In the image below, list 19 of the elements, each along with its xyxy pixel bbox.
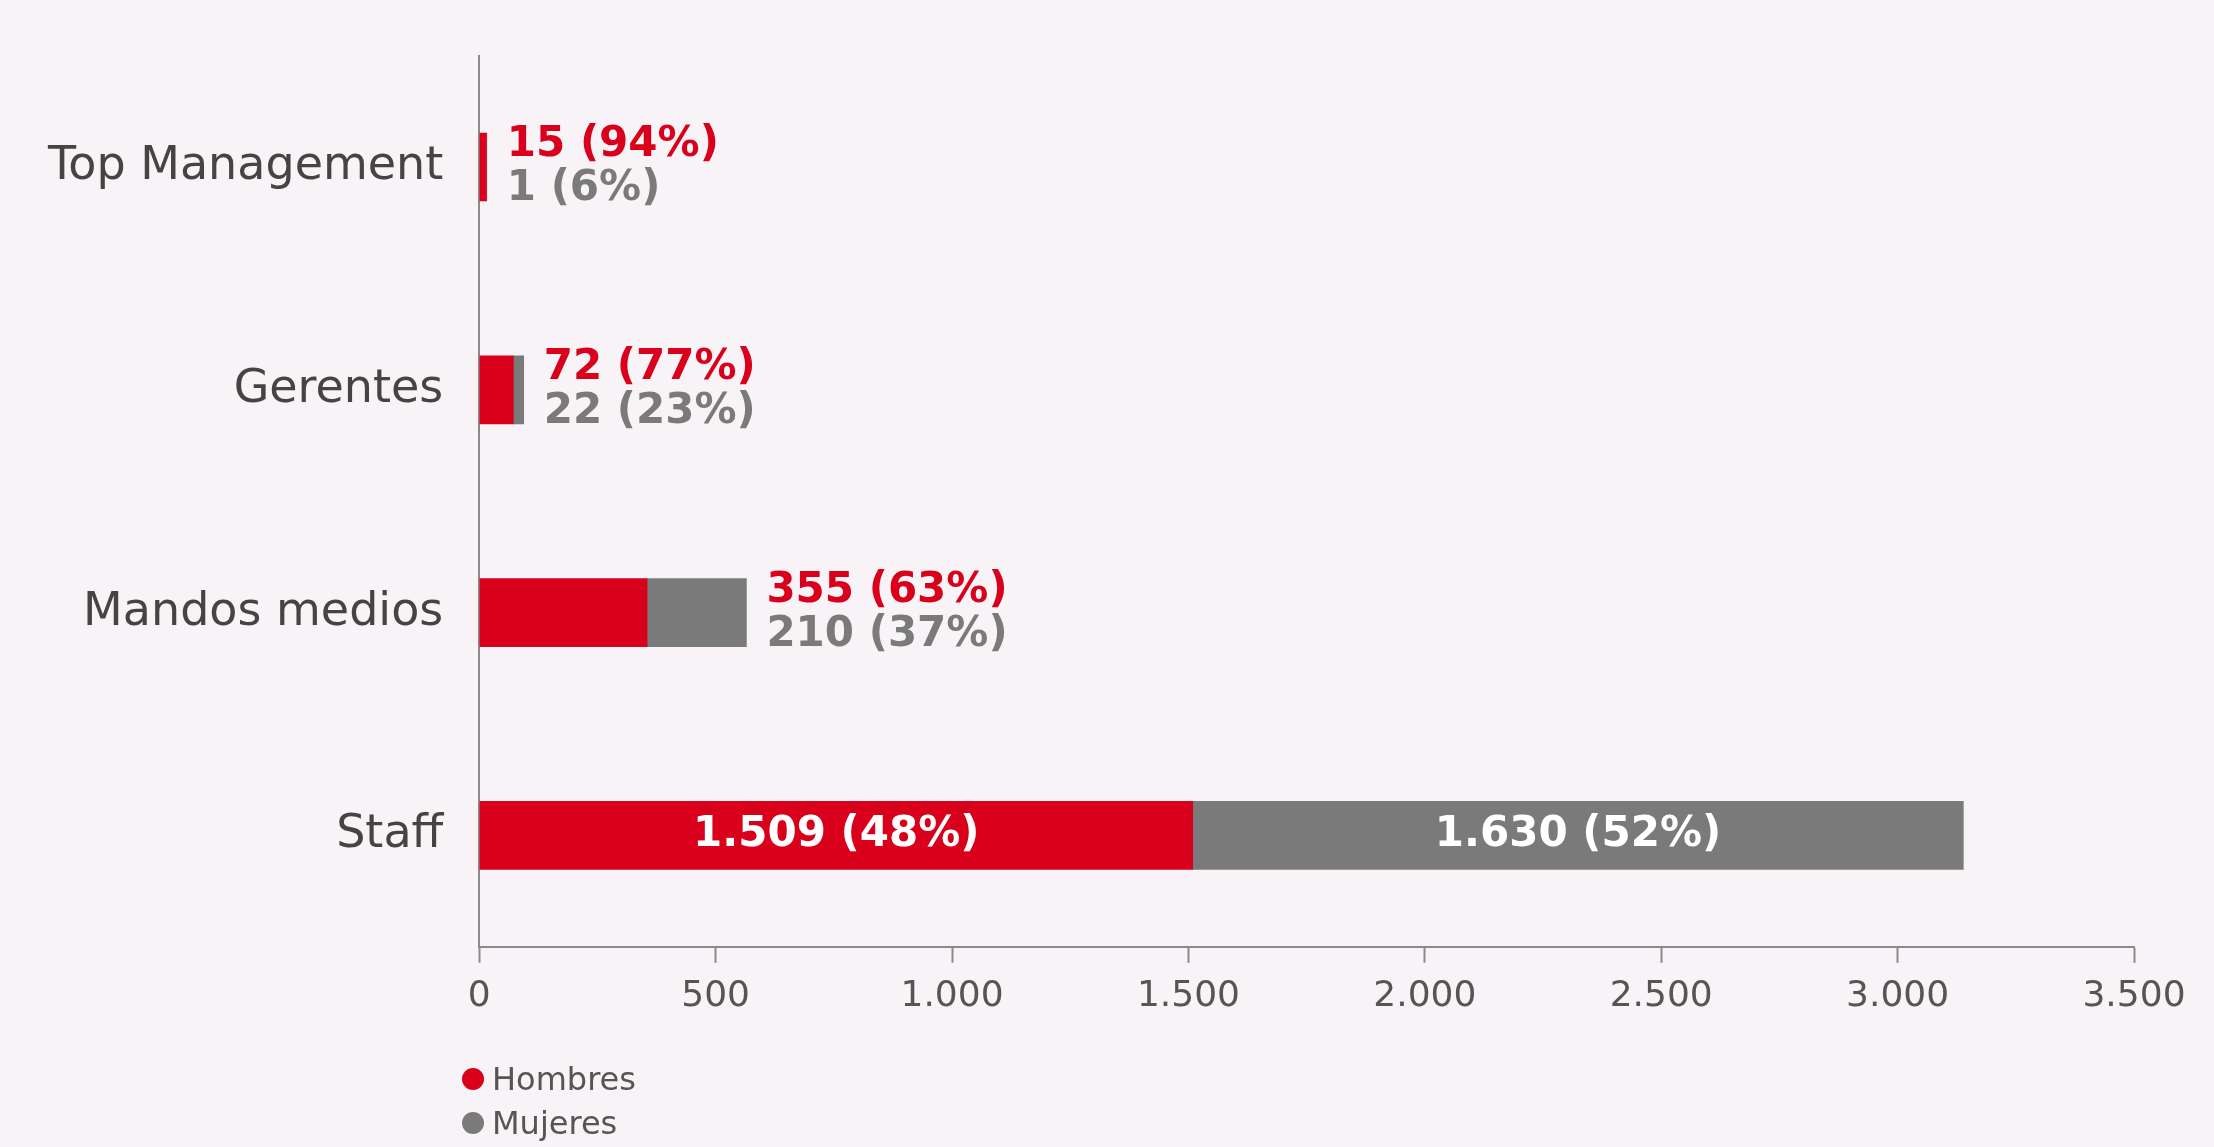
y-tick-label: Staff [336, 804, 445, 859]
y-tick-label: Top Management [46, 135, 444, 190]
y-tick-label: Mandos medios [83, 581, 444, 636]
x-tick-label: 1.000 [900, 972, 1004, 1014]
data-label: 355 (63%) [766, 562, 1008, 612]
x-tick-label: 3.000 [1846, 972, 1950, 1014]
x-tick-label: 2.500 [1609, 972, 1713, 1014]
x-tick-label: 3.500 [2082, 972, 2186, 1014]
x-tick-label: 500 [681, 972, 751, 1014]
x-tick-label: 0 [467, 972, 491, 1014]
x-tick-label: 1.500 [1136, 972, 1240, 1014]
legend-label: Hombres [492, 1060, 636, 1098]
x-tick-label: 2.000 [1373, 972, 1477, 1014]
data-label: 1.509 (48%) [693, 807, 980, 857]
data-label: 15 (94%) [506, 116, 719, 166]
data-label: 1.630 (52%) [1434, 807, 1722, 857]
y-tick-label: Gerentes [233, 358, 444, 413]
legend-label: Mujeres [492, 1104, 618, 1142]
data-label: 72 (77%) [543, 339, 756, 389]
